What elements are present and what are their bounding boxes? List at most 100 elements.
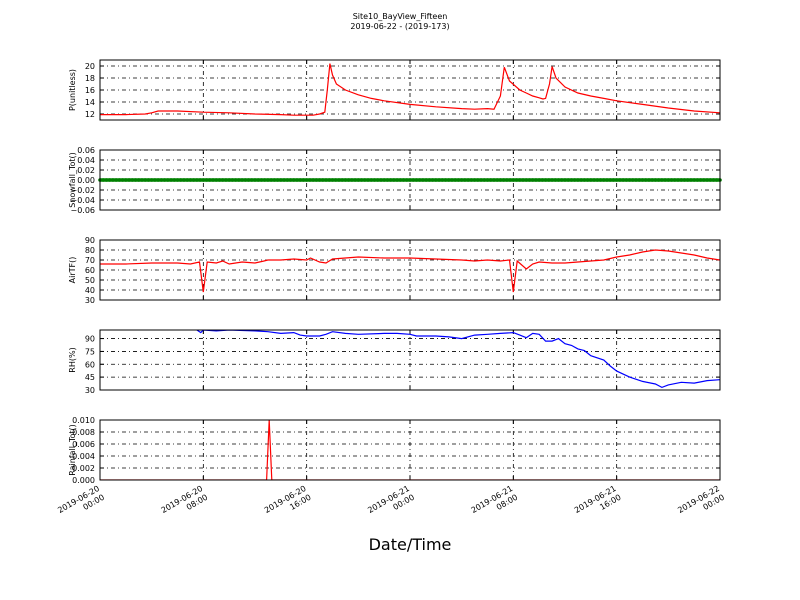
series-marker xyxy=(421,178,425,182)
series-marker xyxy=(330,178,335,182)
y-tick-label: 20 xyxy=(85,62,95,71)
series-marker xyxy=(453,178,458,182)
panel-2: −0.06−0.04−0.020.000.020.040.06Snowfall_… xyxy=(68,146,722,215)
series-marker xyxy=(327,178,332,182)
series-marker xyxy=(669,178,674,182)
series-marker xyxy=(198,178,202,182)
series-marker xyxy=(466,178,470,182)
series-marker xyxy=(304,178,309,182)
y-tick-label: 0.002 xyxy=(72,464,95,473)
series-marker xyxy=(249,178,254,182)
series-marker xyxy=(259,178,264,182)
series-marker xyxy=(146,178,151,182)
series-marker xyxy=(601,178,606,182)
series-marker xyxy=(388,178,393,182)
x-tick-label: 2019-06-2116:00 xyxy=(573,484,623,524)
series-marker xyxy=(511,178,516,182)
panel-frame xyxy=(99,329,721,391)
series-marker xyxy=(631,178,635,182)
series-marker xyxy=(624,178,629,182)
series-marker xyxy=(411,178,416,182)
series-marker xyxy=(401,178,406,182)
series-marker xyxy=(463,178,467,182)
series-marker xyxy=(695,178,700,182)
series-marker xyxy=(207,178,212,182)
series-marker xyxy=(140,178,144,182)
series-marker xyxy=(537,178,541,182)
series-marker xyxy=(685,178,690,182)
y-tick-label: 75 xyxy=(85,347,95,356)
series-marker xyxy=(188,178,193,182)
series-marker xyxy=(592,178,596,182)
series-marker xyxy=(346,178,351,182)
y-tick-label: −0.06 xyxy=(70,206,95,215)
series-marker xyxy=(156,178,160,182)
series-marker xyxy=(379,178,383,182)
series-marker xyxy=(524,178,529,182)
series-marker xyxy=(527,178,532,182)
series-marker xyxy=(482,178,487,182)
series-marker xyxy=(343,178,348,182)
series-marker xyxy=(714,178,719,182)
x-tick-label: 2019-06-2100:00 xyxy=(366,484,416,524)
series-marker xyxy=(534,178,538,182)
y-axis-label: Rainfall_Tot() xyxy=(68,424,77,476)
series-marker xyxy=(414,178,419,182)
series-marker xyxy=(253,178,257,182)
series-marker xyxy=(517,178,522,182)
y-tick-label: 90 xyxy=(85,236,95,245)
series-marker xyxy=(279,178,283,182)
series-marker xyxy=(643,178,648,182)
series-marker xyxy=(627,178,632,182)
series-marker xyxy=(392,178,396,182)
series-marker xyxy=(514,178,519,182)
series-marker xyxy=(166,178,170,182)
series-marker xyxy=(356,178,361,182)
series-marker xyxy=(246,178,251,182)
series-marker xyxy=(656,178,661,182)
series-marker xyxy=(204,178,209,182)
series-marker xyxy=(195,178,199,182)
series-marker xyxy=(611,178,616,182)
series-marker xyxy=(311,178,315,182)
y-tick-label: 0.004 xyxy=(72,452,95,461)
y-tick-label: 45 xyxy=(85,373,95,382)
y-tick-label: 0.06 xyxy=(77,146,95,155)
series-marker xyxy=(372,178,377,182)
series-marker xyxy=(540,178,545,182)
series-marker xyxy=(637,178,642,182)
y-tick-label: 14 xyxy=(85,98,95,107)
y-axis-label: AirTF() xyxy=(68,257,77,284)
series-marker xyxy=(324,178,328,182)
y-tick-label: 0.02 xyxy=(77,166,95,175)
series-marker xyxy=(230,178,235,182)
series-marker xyxy=(269,178,273,182)
series-marker xyxy=(663,178,667,182)
series-marker xyxy=(227,178,231,182)
y-tick-label: 0.04 xyxy=(77,156,95,165)
y-tick-label: 0.010 xyxy=(72,416,95,425)
series-marker xyxy=(262,178,267,182)
series-marker xyxy=(266,178,270,182)
series-marker xyxy=(385,178,390,182)
y-tick-label: 0.000 xyxy=(72,476,95,485)
series-marker xyxy=(711,178,716,182)
series-marker xyxy=(647,178,651,182)
series-marker xyxy=(437,178,441,182)
series-marker xyxy=(450,178,454,182)
series-marker xyxy=(398,178,403,182)
series-marker xyxy=(366,178,370,182)
series-marker xyxy=(291,178,296,182)
series-marker xyxy=(589,178,593,182)
y-tick-label: 80 xyxy=(85,246,95,255)
series-marker xyxy=(233,178,238,182)
series-marker xyxy=(618,178,622,182)
series-marker xyxy=(521,178,525,182)
series-marker xyxy=(172,178,177,182)
y-tick-label: 70 xyxy=(85,256,95,265)
x-axis-label: Date/Time xyxy=(369,535,452,554)
series-marker xyxy=(634,178,638,182)
series-marker xyxy=(543,178,548,182)
series-marker xyxy=(508,178,512,182)
